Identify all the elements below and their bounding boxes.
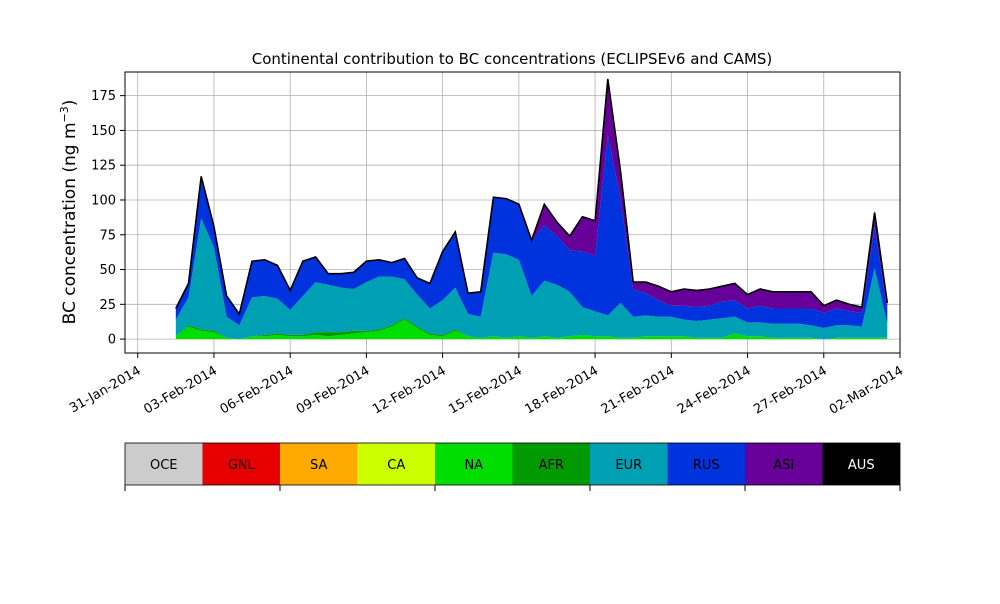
chart-title: Continental contribution to BC concentra… <box>252 50 773 68</box>
legend-swatch-na <box>435 443 513 485</box>
y-axis-label-close: ) <box>60 100 80 107</box>
x-tick-label: 02-Mar-2014 <box>827 363 906 417</box>
y-axis-label: BC concentration (ng m−3) <box>58 100 80 325</box>
x-tick-label: 31-Jan-2014 <box>67 363 144 416</box>
y-tick-label: 125 <box>91 159 116 174</box>
y-tick-label: 100 <box>91 193 116 208</box>
x-tick-label: 03-Feb-2014 <box>141 363 220 417</box>
area-eur <box>175 218 888 340</box>
legend-swatch-ca <box>357 443 435 485</box>
x-tick-label: 12-Feb-2014 <box>370 363 449 417</box>
legend-label-asi: ASI <box>773 458 794 473</box>
legend-swatch-gnl <box>202 443 280 485</box>
x-tick-label: 06-Feb-2014 <box>218 363 297 417</box>
legend-label-oce: OCE <box>150 458 178 473</box>
legend-label-na: NA <box>464 458 483 473</box>
y-axis: 0 25 50 75 100 125 150 175 <box>91 89 125 348</box>
y-tick-label: 75 <box>99 228 116 243</box>
legend-swatch-aus <box>822 443 900 485</box>
y-tick-label: 150 <box>91 124 116 139</box>
legend-label-afr: AFR <box>539 458 564 473</box>
legend-label-eur: EUR <box>615 458 642 473</box>
y-tick-label: 25 <box>99 298 116 313</box>
stacked-areas <box>175 79 888 340</box>
y-tick-label: 175 <box>91 89 116 104</box>
x-tick-label: 24-Feb-2014 <box>675 363 754 417</box>
legend-label-aus: AUS <box>848 458 875 473</box>
legend-swatch-oce <box>125 443 203 485</box>
legend-frame <box>124 442 901 486</box>
x-axis: 31-Jan-201403-Feb-201406-Feb-201409-Feb-… <box>67 353 906 418</box>
y-axis-label-main: BC concentration (ng m <box>60 122 80 324</box>
total-line <box>175 78 889 316</box>
x-tick-label: 18-Feb-2014 <box>523 363 602 417</box>
plot-frame <box>124 71 901 354</box>
x-tick-label: 27-Feb-2014 <box>751 363 830 417</box>
legend-label-gnl: GNL <box>228 458 256 473</box>
legend-colorbar: OCE GNL SA CA NA AFR EUR RUS ASI AUS <box>124 442 901 491</box>
legend-swatch-sa <box>280 443 358 485</box>
y-tick-label: 50 <box>99 263 116 278</box>
legend-label-rus: RUS <box>693 458 720 473</box>
y-axis-label-superscript: −3 <box>58 106 71 122</box>
legend-swatch-eur <box>590 443 668 485</box>
legend-label-ca: CA <box>387 458 405 473</box>
area-na <box>175 319 888 340</box>
area-rus <box>175 134 888 328</box>
x-tick-label: 09-Feb-2014 <box>294 363 373 417</box>
legend-swatch-rus <box>667 443 745 485</box>
y-tick-label: 0 <box>108 333 116 348</box>
legend-swatch-afr <box>512 443 590 485</box>
x-tick-label: 21-Feb-2014 <box>599 363 678 417</box>
legend-label-sa: SA <box>310 458 327 473</box>
x-tick-label: 15-Feb-2014 <box>446 363 525 417</box>
legend-swatch-asi <box>745 443 823 485</box>
